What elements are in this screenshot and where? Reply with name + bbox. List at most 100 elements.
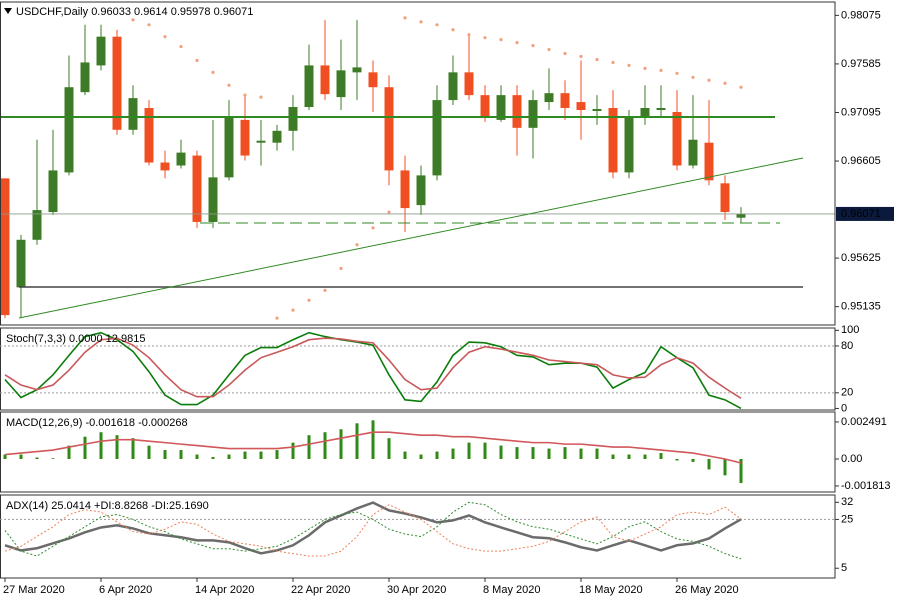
sar-dot <box>243 93 247 97</box>
low-value: 0.95978 <box>171 6 211 18</box>
macd-bar <box>467 442 471 459</box>
sar-dot <box>467 33 471 37</box>
macd-bar <box>35 457 39 459</box>
candle-body <box>384 87 394 171</box>
candle-body <box>432 100 442 176</box>
sar-dot <box>435 23 439 27</box>
candle-body <box>704 142 714 181</box>
candle-body <box>624 117 634 173</box>
macd-bar <box>67 445 71 459</box>
sar-dot <box>499 38 503 42</box>
indicator-title: ADX(14) 25.0414 +DI:8.8268 -DI:25.1690 <box>6 500 209 512</box>
y-tick-label: 0.98075 <box>841 9 881 21</box>
candle-body <box>720 183 730 213</box>
macd-bar <box>419 454 423 459</box>
candle-body <box>544 93 554 103</box>
indicator-line <box>4 501 742 560</box>
signal-line <box>4 431 742 464</box>
x-tick-label: 27 Mar 2020 <box>3 584 65 596</box>
macd-bar <box>403 451 407 459</box>
y-tick-label: -0.001813 <box>841 480 891 492</box>
y-tick-label: 0.97585 <box>841 58 881 70</box>
x-tick-label: 26 May 2020 <box>675 584 739 596</box>
trend-line <box>18 157 804 319</box>
close-value: 0.96071 <box>214 6 254 18</box>
macd-bar <box>579 448 583 459</box>
macd-bar <box>435 451 439 459</box>
sar-dot <box>195 58 199 63</box>
macd-bar <box>179 450 183 459</box>
macd-bar <box>563 447 567 459</box>
y-tick-label: 0.95135 <box>841 301 881 313</box>
candle-body <box>736 213 746 218</box>
candle-body <box>64 87 74 173</box>
sar-dot <box>227 83 231 87</box>
candle-body <box>576 102 586 110</box>
indicator-line <box>4 337 742 399</box>
candle-body <box>32 210 42 240</box>
macd-bar <box>19 454 23 459</box>
indicator-title: MACD(12,26,9) -0.001618 -0.000268 <box>6 417 188 429</box>
macd-bar <box>675 458 679 461</box>
macd-bar <box>659 453 663 459</box>
x-tick-label: 30 Apr 2020 <box>387 584 446 596</box>
candle-body <box>112 36 122 130</box>
candle-body <box>368 72 378 88</box>
candle-body <box>48 170 58 213</box>
y-tick-label: 0.002491 <box>841 416 887 428</box>
indicator-line <box>4 331 742 410</box>
sar-dot <box>579 54 583 59</box>
candle-body <box>496 95 506 120</box>
macd-bar <box>115 435 119 459</box>
sar-dot <box>323 288 327 292</box>
sar-dot <box>179 44 183 49</box>
macd-bar <box>355 423 359 459</box>
x-tick-label: 14 Apr 2020 <box>195 584 254 596</box>
panel-frame <box>0 411 836 493</box>
macd-bar <box>371 420 375 459</box>
candle-body <box>464 72 474 96</box>
sar-dot <box>163 35 167 39</box>
sar-dot <box>627 63 631 68</box>
x-tick-label: 8 May 2020 <box>483 584 540 596</box>
candle-body <box>272 130 282 143</box>
menu-arrow[interactable] <box>4 8 12 14</box>
macd-bar <box>483 442 487 459</box>
chart-header: USDCHF,Daily 0.96033 0.9614 0.95978 0.96… <box>16 6 253 18</box>
high-value: 0.9614 <box>134 6 168 18</box>
y-tick-label: 20 <box>841 387 853 399</box>
candle-body <box>224 116 234 178</box>
macd-bar <box>99 432 103 459</box>
x-tick-label: 18 May 2020 <box>579 584 643 596</box>
price-label: 0.96071 <box>841 208 881 220</box>
sar-dot <box>547 47 551 52</box>
y-tick-label: 0.00 <box>841 453 862 465</box>
macd-bar <box>227 454 231 459</box>
sar-dot <box>707 78 711 82</box>
price-label-bg <box>836 206 894 221</box>
y-tick-label: 32 <box>841 496 853 508</box>
candle-body <box>480 95 490 117</box>
y-tick-label: 100 <box>841 324 859 336</box>
candle-body <box>176 152 186 166</box>
sar-dot <box>403 16 407 20</box>
sar-dot <box>147 23 151 27</box>
macd-bar <box>131 438 135 459</box>
macd-bar <box>499 445 503 459</box>
macd-bar <box>51 458 55 459</box>
sar-dot <box>451 28 455 32</box>
sar-dot <box>419 20 423 24</box>
y-tick-label: 80 <box>841 340 853 352</box>
sar-dot <box>595 57 599 62</box>
candle-body <box>304 65 314 108</box>
sar-dot <box>387 210 391 214</box>
sar-dot <box>211 70 215 74</box>
macd-bar <box>147 445 151 459</box>
x-tick-label: 6 Apr 2020 <box>99 584 152 596</box>
open-value: 0.96033 <box>91 6 131 18</box>
sar-dot <box>259 95 263 99</box>
macd-bar <box>3 454 7 459</box>
candle-body <box>400 170 410 209</box>
macd-bar <box>611 454 615 459</box>
